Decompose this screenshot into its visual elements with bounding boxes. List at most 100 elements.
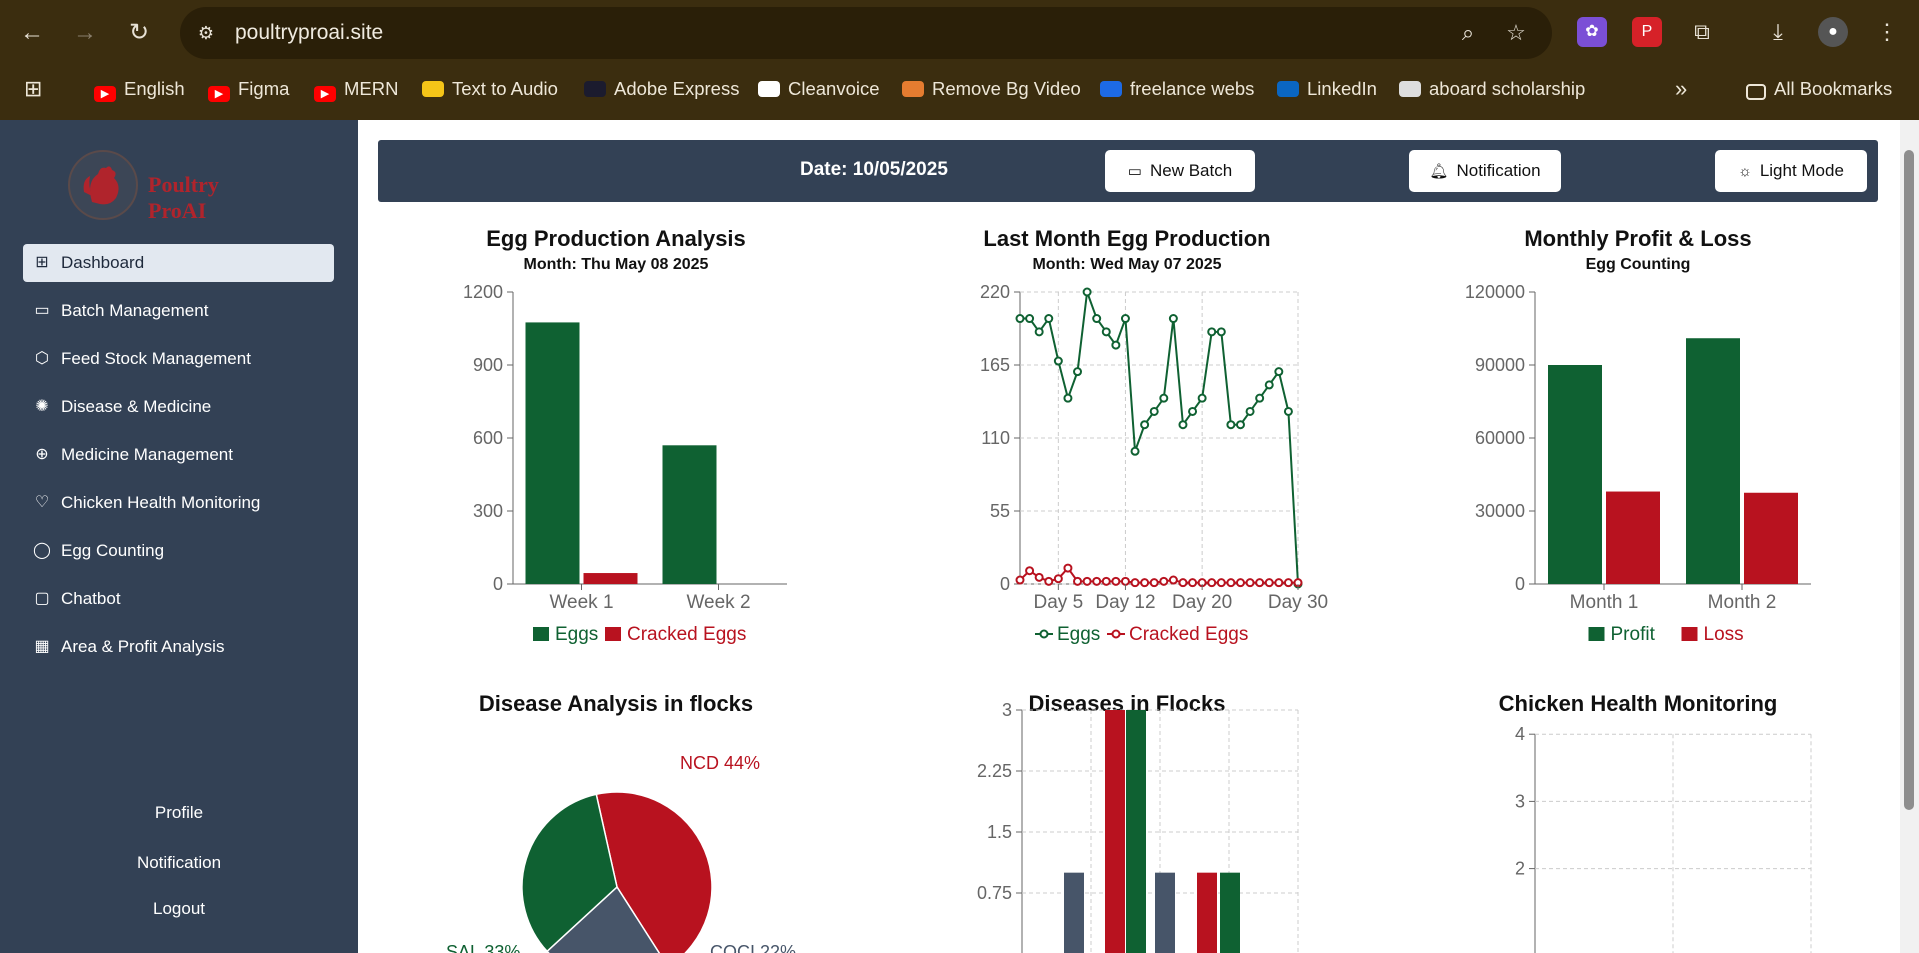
sidebar-item-area-profit-analysis[interactable]: ▦ Area & Profit Analysis bbox=[23, 628, 334, 666]
chat-icon: ▢ bbox=[33, 580, 51, 618]
profit-loss-legend-label: Profit bbox=[1611, 624, 1656, 645]
diseases-bar bbox=[1197, 873, 1217, 953]
bookmark-4[interactable]: Adobe Express bbox=[584, 72, 739, 106]
page-icon bbox=[1399, 81, 1421, 97]
last-month-point bbox=[1103, 328, 1110, 335]
last-month-point bbox=[1218, 328, 1225, 335]
egg-production-legend-label: Cracked Eggs bbox=[627, 624, 746, 645]
diseases-y-tick-label: 1.5 bbox=[987, 822, 1012, 842]
sidebar-item-chicken-health-monitoring[interactable]: ♡ Chicken Health Monitoring bbox=[23, 484, 334, 522]
star-icon[interactable]: ☆ bbox=[1502, 19, 1530, 47]
last-month-point bbox=[1036, 574, 1043, 581]
bookmark-0[interactable]: ▶ English bbox=[94, 72, 185, 106]
apps-grid-icon[interactable]: ⊞ bbox=[24, 72, 42, 106]
profit-loss-y-tick-label: 90000 bbox=[1475, 355, 1525, 375]
sidebar-item-dashboard[interactable]: ⊞ Dashboard bbox=[23, 244, 334, 282]
egg-production-bar bbox=[526, 322, 580, 584]
bookmark-3[interactable]: Text to Audio bbox=[422, 72, 558, 106]
last-month-point bbox=[1237, 421, 1244, 428]
last-month-point bbox=[1237, 579, 1244, 586]
profit-loss-bar bbox=[1548, 365, 1602, 584]
avatar[interactable]: ● bbox=[1818, 17, 1848, 47]
extensions-puzzle-icon[interactable]: ⧉ bbox=[1687, 17, 1717, 47]
profit-loss-bar bbox=[1686, 338, 1740, 584]
download-icon[interactable]: ⤓ bbox=[1763, 17, 1793, 47]
last-month-point bbox=[1285, 408, 1292, 415]
last-month-point bbox=[1247, 408, 1254, 415]
scroll-thumb[interactable] bbox=[1904, 150, 1914, 810]
last-month-y-tick-label: 0 bbox=[1000, 574, 1010, 594]
profit-loss-x-tick-label: Month 2 bbox=[1708, 592, 1777, 613]
main-content: Date: 10/05/2025 ▭ New Batch 🔔︎ Notificati… bbox=[358, 120, 1900, 953]
egg-production-y-tick-label: 0 bbox=[493, 574, 503, 594]
sidebar-item-disease-medicine[interactable]: ✺ Disease & Medicine bbox=[23, 388, 334, 426]
card-icon: ▭ bbox=[33, 292, 51, 330]
diseases-bar bbox=[1105, 710, 1125, 953]
profit-loss-legend-swatch bbox=[1589, 627, 1605, 641]
extension-red-icon[interactable]: P bbox=[1632, 17, 1662, 47]
bookmark-5[interactable]: Cleanvoice bbox=[758, 72, 880, 106]
last-month-point bbox=[1132, 579, 1139, 586]
sidebar-item-medicine-management[interactable]: ⊕ Medicine Management bbox=[23, 436, 334, 474]
profit-loss-bar bbox=[1744, 493, 1798, 584]
address-bar[interactable]: ⚙ poultryproai.site ⌕ ☆ bbox=[180, 7, 1552, 59]
profit-loss-legend-label: Loss bbox=[1704, 624, 1744, 645]
zoom-icon[interactable]: ⌕ bbox=[1454, 19, 1482, 47]
freelance-icon bbox=[1100, 81, 1122, 97]
youtube-icon: ▶ bbox=[94, 86, 116, 102]
last-month-point bbox=[1122, 578, 1129, 585]
diseases-bar bbox=[1064, 873, 1084, 953]
brand-logo[interactable]: Poultry ProAI bbox=[68, 150, 278, 222]
site-info-icon[interactable]: ⚙ bbox=[194, 21, 218, 45]
egg-production-legend-swatch bbox=[605, 627, 621, 641]
extension-brain-icon[interactable]: ✿ bbox=[1577, 17, 1607, 47]
sidebar-profile[interactable]: Profile bbox=[0, 803, 358, 823]
bookmark-label: LinkedIn bbox=[1307, 78, 1377, 99]
bookmark-label: English bbox=[124, 78, 185, 99]
bookmark-1[interactable]: ▶ Figma bbox=[208, 72, 289, 106]
sidebar-item-label: Dashboard bbox=[61, 253, 144, 272]
last-month-point bbox=[1160, 578, 1167, 585]
bookmark-6[interactable]: Remove Bg Video bbox=[902, 72, 1081, 106]
egg-production-bar bbox=[584, 573, 638, 584]
last-month-legend-label: Eggs bbox=[1057, 624, 1100, 645]
egg-production-legend-swatch bbox=[533, 627, 549, 641]
sidebar-notification[interactable]: Notification bbox=[0, 853, 358, 873]
bookmark-7[interactable]: freelance webs bbox=[1100, 72, 1254, 106]
box-icon: ⬡ bbox=[33, 340, 51, 378]
last-month-point bbox=[1179, 579, 1186, 586]
menu-dots-icon[interactable]: ⋮ bbox=[1872, 17, 1902, 47]
more-bookmarks-icon[interactable]: » bbox=[1675, 72, 1687, 106]
sidebar-item-label: Chatbot bbox=[61, 589, 121, 608]
sidebar-item-chatbot[interactable]: ▢ Chatbot bbox=[23, 580, 334, 618]
all-bookmarks[interactable]: All Bookmarks bbox=[1746, 72, 1892, 106]
profit-loss-legend-swatch bbox=[1682, 627, 1698, 641]
sidebar-logout[interactable]: Logout bbox=[0, 899, 358, 919]
bookmark-8[interactable]: LinkedIn bbox=[1277, 72, 1377, 106]
sidebar-item-feed-stock-management[interactable]: ⬡ Feed Stock Management bbox=[23, 340, 334, 378]
last-month-point bbox=[1084, 289, 1091, 296]
bookmark-label: MERN bbox=[344, 78, 398, 99]
browser-chrome: ← → ↻ ⚙ poultryproai.site ⌕ ☆ ✿ P ⧉ ⤓ ● … bbox=[0, 0, 1919, 120]
back-icon[interactable]: ← bbox=[16, 17, 48, 49]
page-scrollbar[interactable] bbox=[1900, 120, 1919, 953]
bookmarks-bar: ⊞ ▶ English ▶ Figma ▶ MERN Text to Audio Adobe … bbox=[0, 72, 1919, 106]
sidebar-item-egg-counting[interactable]: ◯ Egg Counting bbox=[23, 532, 334, 570]
last-month-point bbox=[1227, 421, 1234, 428]
url-text[interactable]: poultryproai.site bbox=[235, 21, 383, 45]
medkit-icon: ⊕ bbox=[33, 436, 51, 474]
forward-icon[interactable]: → bbox=[69, 17, 101, 49]
grid-icon: ⊞ bbox=[33, 244, 51, 282]
bookmark-2[interactable]: ▶ MERN bbox=[314, 72, 398, 106]
last-month-point bbox=[1036, 328, 1043, 335]
reload-icon[interactable]: ↻ bbox=[123, 17, 155, 49]
last-month-point bbox=[1112, 578, 1119, 585]
egg-production-x-tick-label: Week 1 bbox=[549, 592, 613, 613]
diseases-y-tick-label: 3 bbox=[1002, 700, 1012, 720]
sidebar-item-label: Feed Stock Management bbox=[61, 349, 251, 368]
pie-label-sal: SAL 33% bbox=[446, 942, 520, 953]
youtube-icon: ▶ bbox=[314, 86, 336, 102]
pie-label-coci: COCI 22% bbox=[710, 942, 796, 953]
bookmark-9[interactable]: aboard scholarship bbox=[1399, 72, 1585, 106]
sidebar-item-batch-management[interactable]: ▭ Batch Management bbox=[23, 292, 334, 330]
